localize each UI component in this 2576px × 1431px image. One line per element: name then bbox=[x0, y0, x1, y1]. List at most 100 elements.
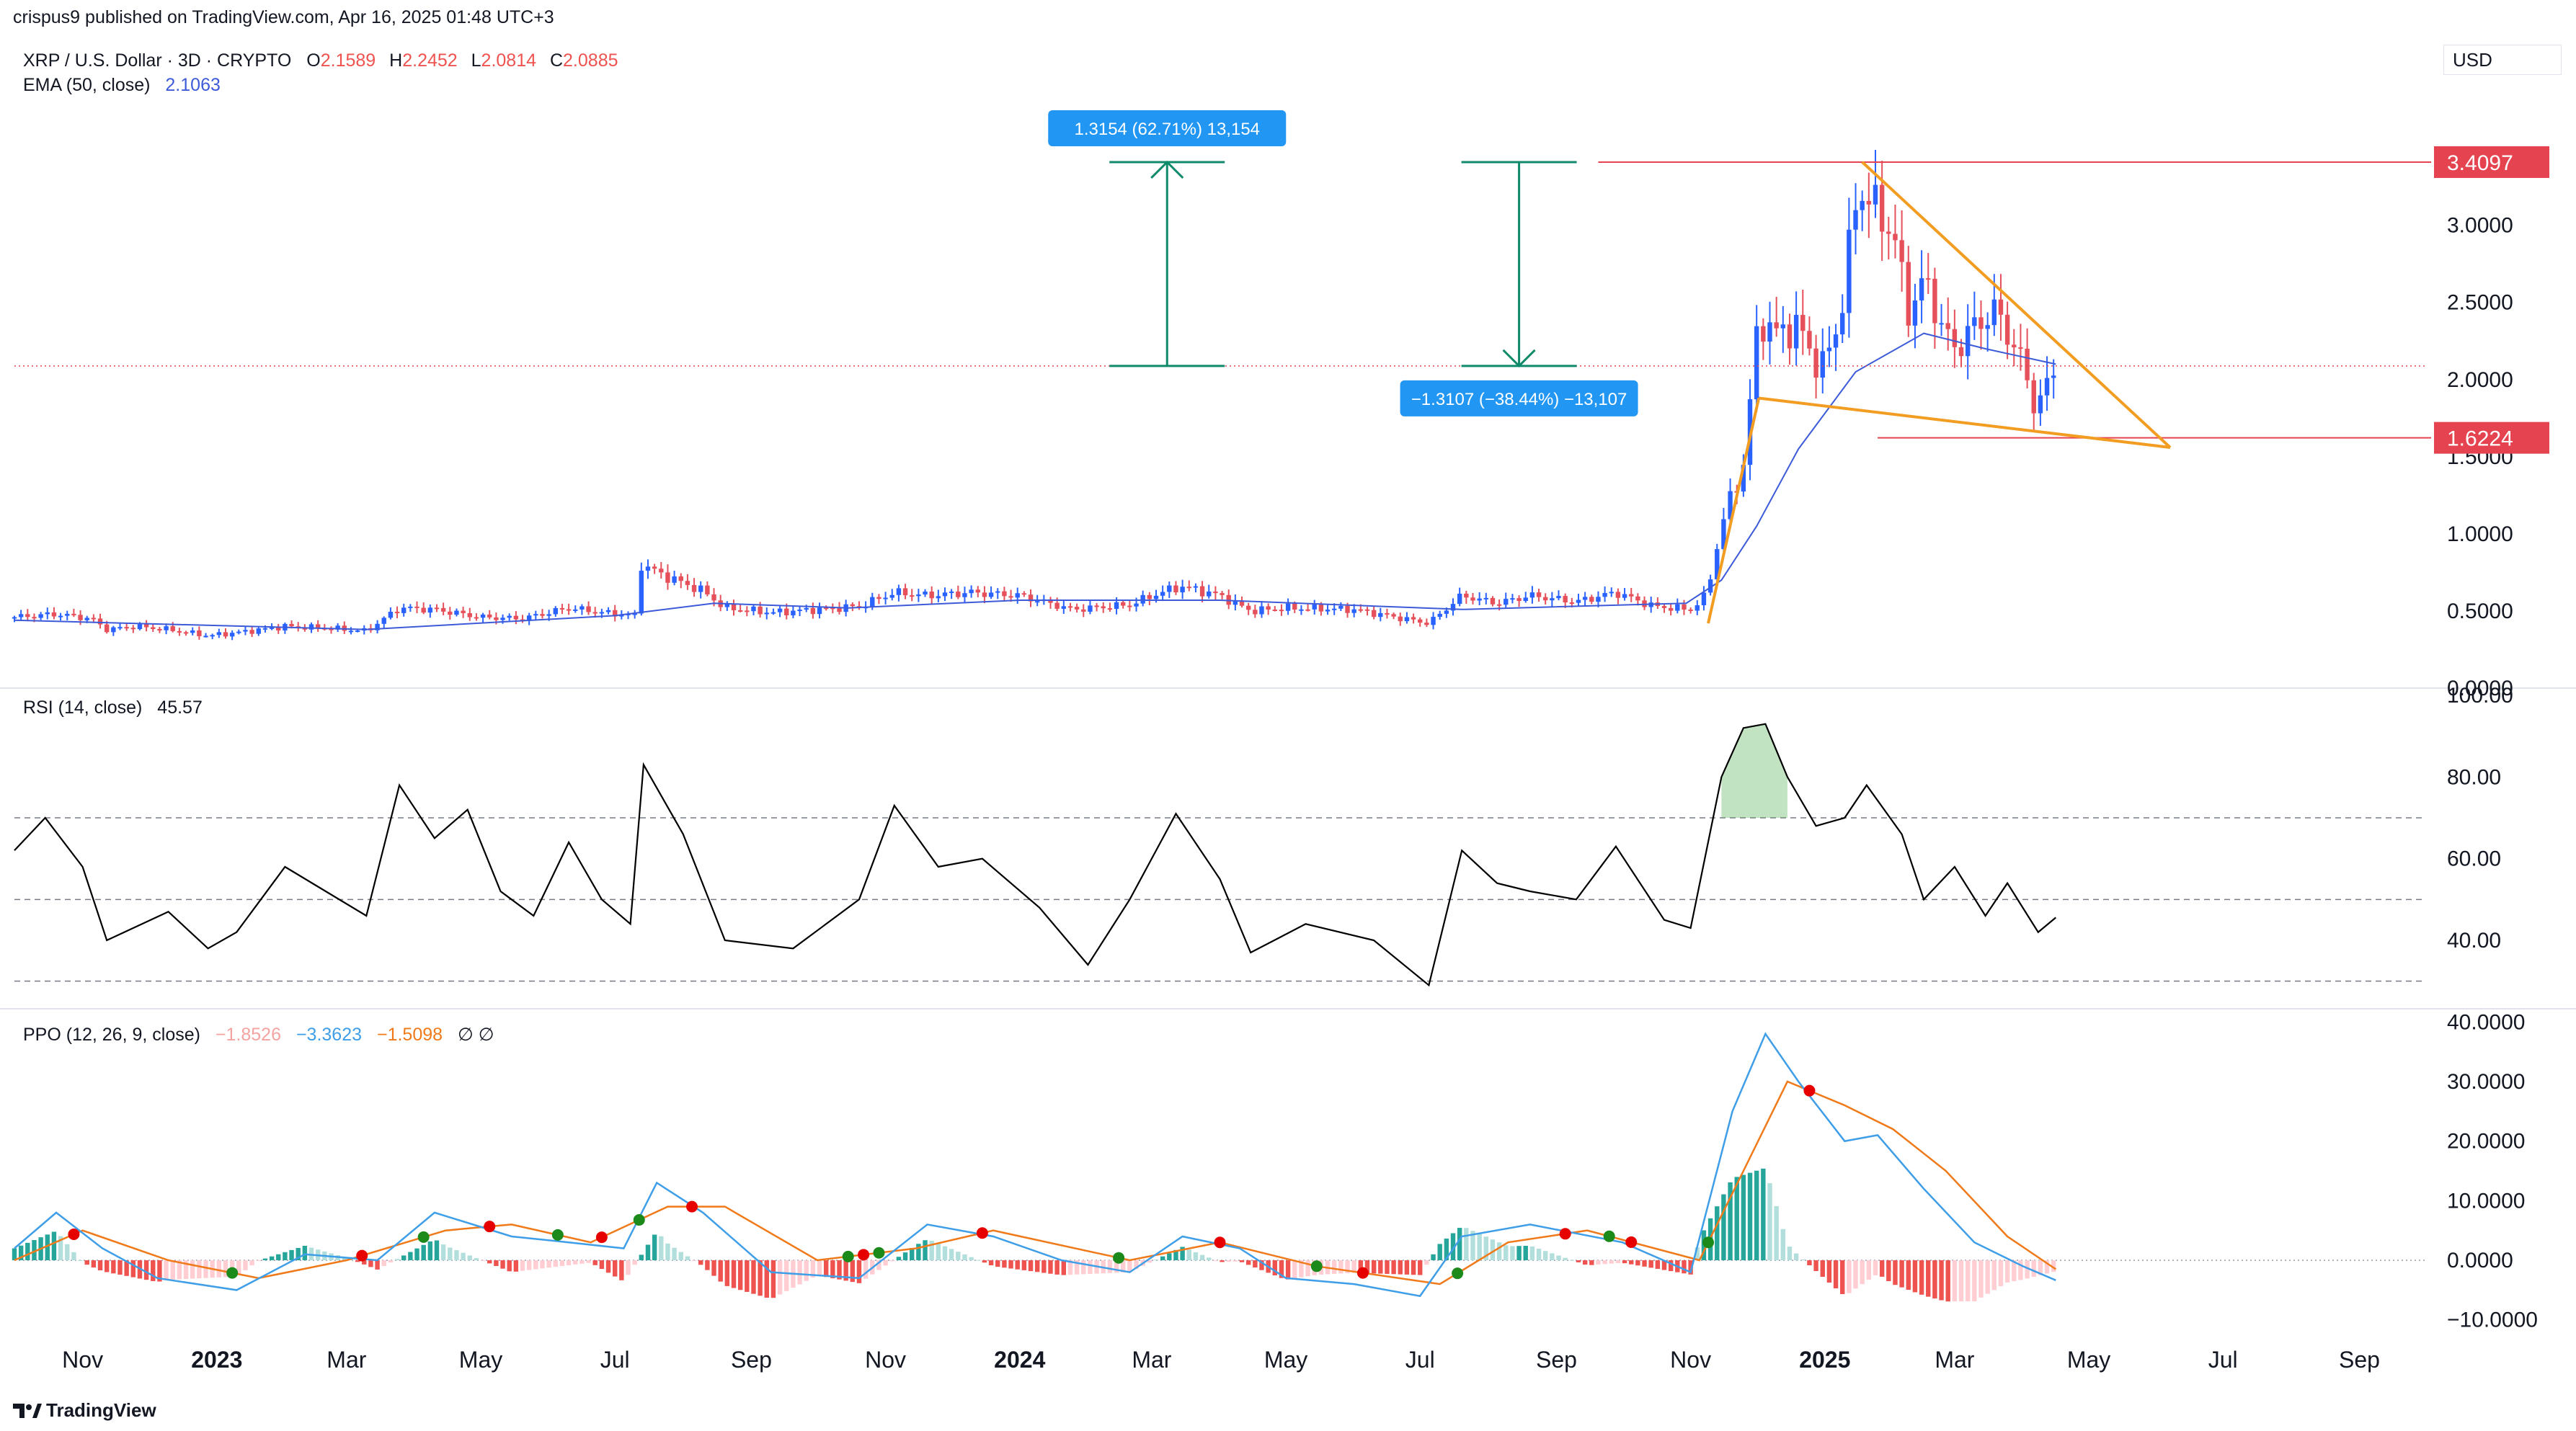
candle-body[interactable] bbox=[1272, 609, 1278, 611]
candle-body[interactable] bbox=[1767, 322, 1772, 342]
candle-body[interactable] bbox=[1266, 606, 1271, 610]
candle-body[interactable] bbox=[1134, 603, 1139, 607]
candle-body[interactable] bbox=[804, 607, 809, 610]
candle-body[interactable] bbox=[956, 591, 961, 597]
candle-body[interactable] bbox=[758, 606, 763, 615]
candle-body[interactable] bbox=[12, 617, 17, 619]
candle-body[interactable] bbox=[1457, 593, 1462, 605]
candle-body[interactable] bbox=[1550, 598, 1555, 601]
candle-body[interactable] bbox=[639, 571, 644, 614]
ppo-cross-marker[interactable] bbox=[595, 1231, 608, 1244]
candle-body[interactable] bbox=[612, 610, 618, 617]
candle-body[interactable] bbox=[1279, 610, 1284, 612]
candle-body[interactable] bbox=[1774, 322, 1779, 329]
ppo-cross-marker[interactable] bbox=[1625, 1236, 1638, 1248]
candle-body[interactable] bbox=[711, 594, 716, 601]
candle-body[interactable] bbox=[1002, 591, 1007, 597]
measure-up-label-bg[interactable] bbox=[1048, 110, 1287, 146]
candle-body[interactable] bbox=[487, 614, 492, 618]
candle-body[interactable] bbox=[586, 606, 591, 612]
tradingview-logo[interactable]: TradingView bbox=[13, 1399, 156, 1422]
candle-body[interactable] bbox=[1167, 585, 1172, 592]
candle-body[interactable] bbox=[1682, 604, 1687, 610]
candle-body[interactable] bbox=[737, 610, 743, 612]
candle-body[interactable] bbox=[579, 606, 585, 610]
ppo-cross-marker[interactable] bbox=[1356, 1267, 1369, 1279]
candle-body[interactable] bbox=[573, 609, 578, 611]
candle-body[interactable] bbox=[1470, 597, 1475, 601]
rsi-line[interactable] bbox=[14, 723, 2057, 987]
candle-body[interactable] bbox=[480, 614, 486, 618]
candle-body[interactable] bbox=[1840, 313, 1845, 335]
candle-body[interactable] bbox=[995, 591, 1000, 593]
candle-body[interactable] bbox=[269, 627, 275, 629]
candle-body[interactable] bbox=[38, 614, 43, 618]
candle-body[interactable] bbox=[724, 603, 730, 607]
candle-body[interactable] bbox=[315, 624, 321, 628]
candle-body[interactable] bbox=[1213, 591, 1218, 594]
candle-body[interactable] bbox=[421, 607, 426, 613]
candle-body[interactable] bbox=[104, 624, 110, 633]
candle-body[interactable] bbox=[659, 569, 664, 573]
candle-body[interactable] bbox=[982, 592, 987, 597]
candle-body[interactable] bbox=[1985, 325, 1990, 329]
candle-body[interactable] bbox=[1351, 609, 1356, 613]
candle-body[interactable] bbox=[764, 612, 769, 615]
candle-body[interactable] bbox=[1991, 299, 1997, 326]
candle-body[interactable] bbox=[1780, 324, 1786, 329]
candle-body[interactable] bbox=[1932, 278, 1937, 324]
candle-body[interactable] bbox=[962, 593, 967, 597]
candle-body[interactable] bbox=[777, 608, 783, 612]
candle-body[interactable] bbox=[1879, 184, 1885, 232]
candle-body[interactable] bbox=[507, 615, 512, 618]
candle-body[interactable] bbox=[1972, 317, 1977, 326]
candle-body[interactable] bbox=[124, 627, 129, 629]
candle-body[interactable] bbox=[381, 618, 386, 624]
candle-body[interactable] bbox=[1496, 604, 1502, 606]
candle-body[interactable] bbox=[1707, 579, 1713, 593]
candle-body[interactable] bbox=[2004, 314, 2010, 345]
candle-body[interactable] bbox=[1081, 609, 1086, 612]
candle-body[interactable] bbox=[546, 614, 551, 616]
candle-body[interactable] bbox=[619, 615, 624, 617]
candle-body[interactable] bbox=[1998, 299, 2004, 315]
candle-body[interactable] bbox=[474, 617, 479, 619]
candle-body[interactable] bbox=[1285, 603, 1291, 611]
candle-body[interactable] bbox=[817, 607, 822, 615]
candle-body[interactable] bbox=[394, 612, 400, 614]
candle-body[interactable] bbox=[1741, 465, 1746, 492]
candle-body[interactable] bbox=[1576, 599, 1581, 603]
candle-body[interactable] bbox=[566, 609, 572, 611]
ppo-cross-marker[interactable] bbox=[484, 1221, 496, 1233]
candle-body[interactable] bbox=[770, 612, 776, 614]
candle-body[interactable] bbox=[454, 610, 459, 615]
candle-body[interactable] bbox=[1418, 619, 1423, 623]
candle-body[interactable] bbox=[461, 610, 466, 613]
candle-body[interactable] bbox=[25, 614, 30, 618]
candle-body[interactable] bbox=[988, 592, 994, 597]
candle-body[interactable] bbox=[276, 627, 281, 630]
candle-body[interactable] bbox=[1490, 597, 1496, 605]
measure-down-label-bg[interactable] bbox=[1400, 380, 1638, 416]
candle-body[interactable] bbox=[440, 607, 446, 612]
candle-body[interactable] bbox=[672, 576, 677, 583]
candle-body[interactable] bbox=[1245, 605, 1251, 610]
candle-body[interactable] bbox=[249, 630, 254, 634]
candle-body[interactable] bbox=[1675, 604, 1680, 611]
candle-body[interactable] bbox=[355, 630, 360, 633]
candle-body[interactable] bbox=[151, 627, 156, 629]
candle-body[interactable] bbox=[1807, 331, 1812, 349]
candle-body[interactable] bbox=[1853, 210, 1858, 230]
candle-body[interactable] bbox=[289, 623, 294, 627]
candle-body[interactable] bbox=[2051, 375, 2056, 378]
candle-body[interactable] bbox=[705, 585, 710, 594]
candle-body[interactable] bbox=[1899, 240, 1904, 262]
candle-body[interactable] bbox=[1186, 587, 1191, 589]
candle-body[interactable] bbox=[1437, 613, 1442, 618]
candle-body[interactable] bbox=[876, 597, 881, 599]
candle-body[interactable] bbox=[216, 632, 222, 636]
candle-body[interactable] bbox=[896, 588, 902, 595]
ppo-cross-marker[interactable] bbox=[68, 1229, 80, 1241]
candle-body[interactable] bbox=[1338, 605, 1343, 609]
candle-body[interactable] bbox=[434, 607, 440, 610]
